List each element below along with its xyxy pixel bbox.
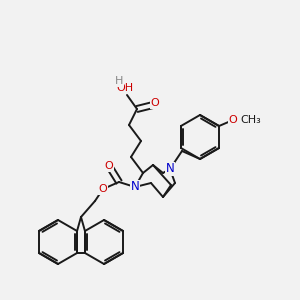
- Text: N: N: [130, 181, 140, 194]
- Text: O: O: [151, 98, 159, 108]
- Text: OH: OH: [116, 83, 134, 93]
- Text: N: N: [166, 163, 174, 176]
- Text: H: H: [115, 76, 123, 86]
- Text: CH₃: CH₃: [241, 115, 261, 125]
- Text: O: O: [99, 184, 107, 194]
- Text: O: O: [229, 115, 237, 125]
- Text: O: O: [105, 161, 113, 171]
- Text: N: N: [130, 181, 140, 194]
